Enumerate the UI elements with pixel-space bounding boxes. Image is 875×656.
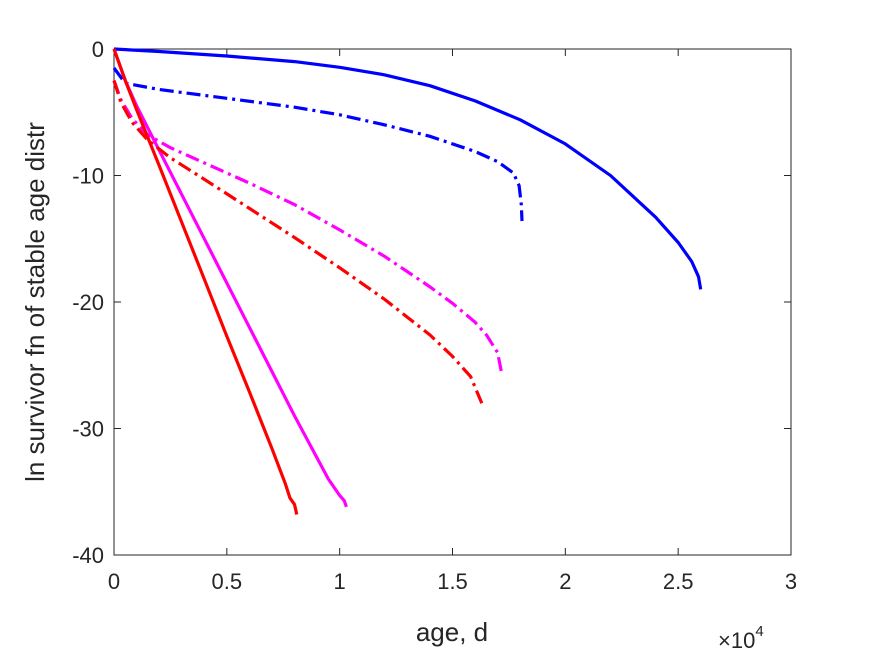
x-axis-label: age, d	[416, 617, 488, 647]
x-exponent-label: ×104	[718, 623, 764, 653]
axis-ticks: 0 0.5 1 1.5 2 2.5 3 0 -10 -20 -30 -40	[72, 37, 797, 594]
x-tick-label: 0	[108, 569, 120, 594]
y-tick-label: -10	[72, 164, 104, 189]
x-tick-label: 1	[334, 569, 346, 594]
series-group	[112, 47, 703, 515]
x-tick-label: 2.5	[663, 569, 694, 594]
series-line-2	[112, 67, 524, 222]
x-tick-label: 2	[559, 569, 571, 594]
x-exponent-power: 4	[755, 623, 763, 640]
series-line-5	[112, 48, 299, 515]
y-tick-label: -30	[72, 417, 104, 442]
x-tick-label: 0.5	[212, 569, 243, 594]
x-exponent-base: ×10	[718, 628, 755, 653]
series-line-4	[112, 80, 504, 376]
x-tick-label: 3	[785, 569, 797, 594]
y-axis-label: ln survivor fn of stable age distr	[20, 122, 50, 482]
y-tick-label: -20	[72, 290, 104, 315]
y-tick-label: 0	[92, 37, 104, 62]
series-line-1	[113, 47, 703, 290]
y-tick-label: -40	[72, 543, 104, 568]
series-line-6	[112, 80, 484, 404]
x-tick-label: 1.5	[437, 569, 468, 594]
